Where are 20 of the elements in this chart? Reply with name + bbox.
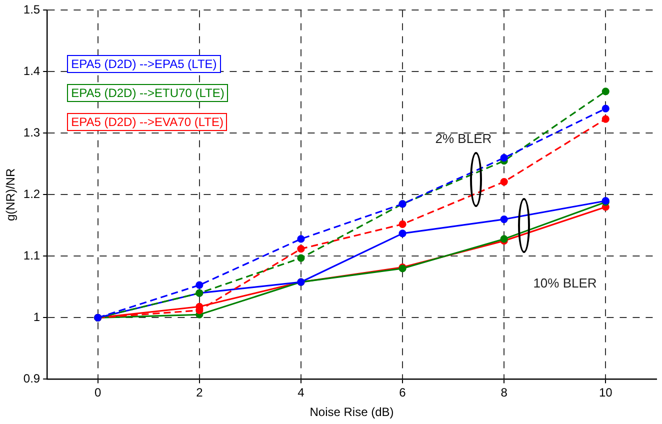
y-tick-label: 1.1	[23, 248, 40, 263]
x-axis-title: Noise Rise (dB)	[310, 405, 394, 420]
x-tick-label: 6	[399, 386, 406, 400]
annotation: 10% BLER	[533, 275, 597, 290]
y-tick-label: 1.4	[23, 64, 40, 78]
text: EPA5 (D2D) -->EVA70 (LTE)	[67, 113, 228, 132]
y-axis-title: g(NR)/NR	[4, 168, 18, 222]
y-tick-label: 1.5	[23, 2, 40, 17]
text: EPA5 (D2D) -->ETU70 (LTE)	[67, 84, 228, 102]
y-tick-label: 0.9	[23, 372, 40, 386]
y-tick-label: 1.3	[23, 126, 40, 140]
x-tick-label: 4	[298, 386, 305, 400]
text: EPA5 (D2D) -->EPA5 (LTE)	[67, 55, 221, 74]
x-tick-label: 0	[94, 386, 102, 400]
x-tick-label: 2	[196, 386, 204, 400]
x-tick-label: 10	[598, 386, 613, 400]
y-tick-label: 1	[33, 310, 40, 324]
y-tick-label: 1.2	[23, 187, 40, 202]
x-tick-label: 8	[500, 386, 508, 400]
annotation: 2% BLER	[435, 130, 492, 146]
